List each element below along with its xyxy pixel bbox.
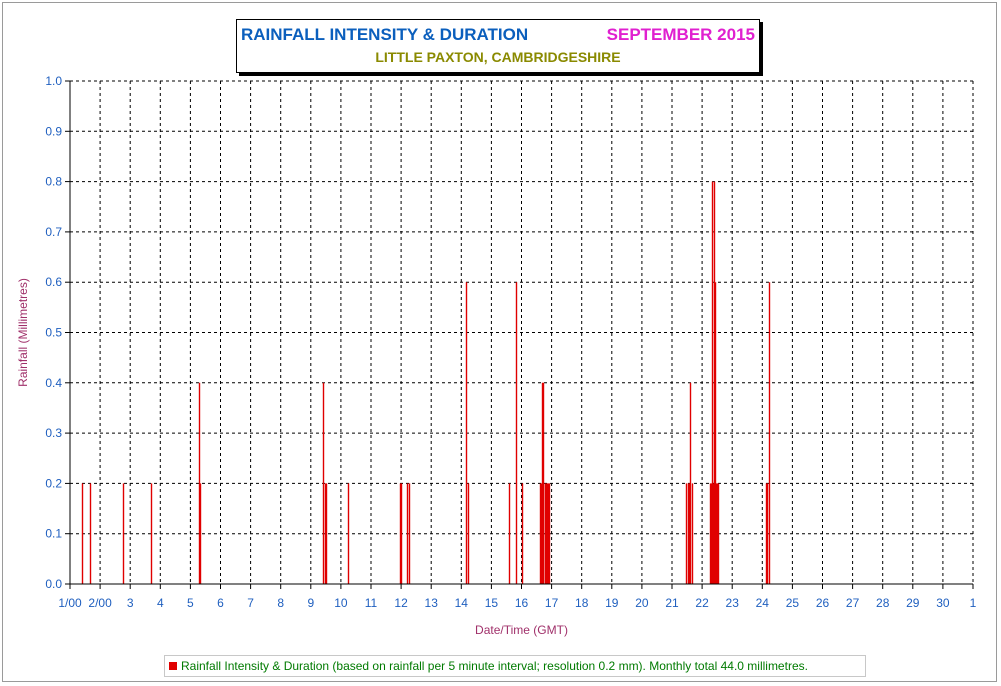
y-tick-label: 0.6 [45,275,62,289]
x-tick-label: 21 [665,596,679,610]
x-tick-label: 11 [365,596,378,610]
x-tick-label: 15 [485,596,499,610]
x-tick-label: 16 [515,596,529,610]
x-tick-label: 7 [247,596,254,610]
x-tick-label: 6 [217,596,224,610]
x-tick-label: 22 [695,596,709,610]
chart-month: SEPTEMBER 2015 [606,25,755,44]
x-tick-label: 1/00 [58,596,82,610]
y-tick-label: 0.2 [45,476,62,490]
x-tick-label: 26 [816,596,830,610]
grid-lines [70,80,974,584]
x-tick-label: 3 [127,596,134,610]
x-tick-label: 14 [455,596,469,610]
y-tick-label: 0.8 [45,175,62,189]
x-tick-label: 1 [970,596,977,610]
y-tick-label: 1.0 [45,74,62,88]
y-tick-label: 0.3 [45,426,62,440]
y-axis-title: Rainfall (Millimetres) [16,278,30,387]
y-tick-labels: 0.0 0.1 0.2 0.3 0.4 0.5 0.6 0.7 0.8 0.9 1.0 [45,74,62,591]
x-tick-label: 10 [334,596,348,610]
x-tick-label: 9 [307,596,314,610]
x-tick-label: 17 [545,596,559,610]
legend: Rainfall Intensity & Duration (based on … [164,655,866,677]
x-tick-label: 20 [635,596,649,610]
x-tick-label: 5 [187,596,194,610]
x-tick-label: 25 [786,596,800,610]
x-tick-labels: 1/00 2/00 3 4 5 6 7 8 9 10 11 12 13 14 15 16 17 18 19 20 21 2… [58,596,976,610]
x-tick-label: 8 [277,596,284,610]
x-axis-title: Date/Time (GMT) [475,623,568,637]
legend-text: Rainfall Intensity & Duration (based on … [181,659,808,673]
x-tick-label: 24 [756,596,770,610]
x-tick-label: 27 [846,596,860,610]
x-tick-label: 4 [157,596,164,610]
x-tick-label: 19 [605,596,619,610]
x-tick-label: 13 [425,596,439,610]
y-tick-label: 0.7 [45,225,62,239]
x-tick-label: 12 [394,596,408,610]
legend-swatch [169,662,177,670]
axes [65,80,974,589]
y-tick-label: 0.5 [45,326,62,340]
chart-title: RAINFALL INTENSITY & DURATION [241,25,529,44]
x-tick-label: 23 [726,596,740,610]
y-tick-label: 0.1 [45,527,62,541]
y-tick-label: 0.0 [45,577,62,591]
x-tick-label: 29 [906,596,920,610]
title-box: RAINFALL INTENSITY & DURATION SEPTEMBER … [236,19,760,73]
y-tick-label: 0.4 [45,376,62,390]
rainfall-bars [81,181,771,584]
x-tick-label: 30 [936,596,950,610]
chart-subtitle: LITTLE PAXTON, CAMBRIDGESHIRE [375,49,621,65]
x-tick-label: 28 [876,596,890,610]
x-tick-label: 2/00 [88,596,112,610]
y-tick-label: 0.9 [45,124,62,138]
x-tick-label: 18 [575,596,589,610]
